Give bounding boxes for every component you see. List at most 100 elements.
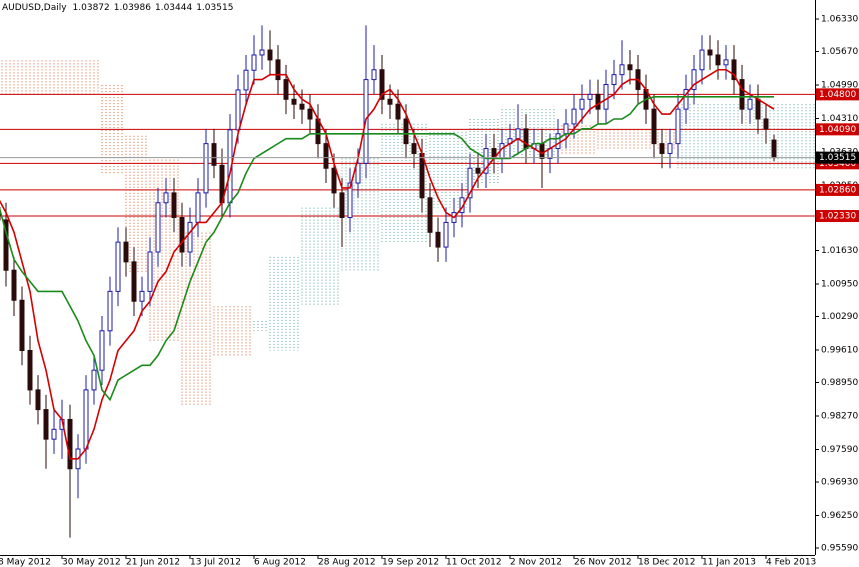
candle-body <box>203 143 209 194</box>
candle-body <box>299 103 305 110</box>
x-tick-label: 26 Nov 2012 <box>574 558 632 567</box>
x-tick-label: 11 Oct 2012 <box>446 558 502 567</box>
candle-body <box>595 93 601 110</box>
candle-body <box>435 231 441 248</box>
candle-body <box>187 221 193 253</box>
header-high: 1.03986 <box>114 3 151 13</box>
candle-body <box>675 108 681 145</box>
candle-body <box>691 69 697 90</box>
candle-body <box>211 143 217 166</box>
candle-body <box>99 330 105 371</box>
candle-body <box>715 54 721 66</box>
candle-body <box>723 59 729 66</box>
candle-body <box>3 219 9 271</box>
candle-body <box>155 202 161 253</box>
candle-body <box>259 49 265 56</box>
x-tick-label: 8 May 2012 <box>0 558 51 567</box>
candle-body <box>571 108 577 125</box>
candle-body <box>67 418 73 470</box>
y-tick-label: 1.01630 <box>821 246 858 256</box>
level-label: 1.04800 <box>819 90 856 100</box>
candle-body <box>35 389 41 411</box>
candle-body <box>771 139 777 159</box>
y-tick-label: 1.00950 <box>821 280 858 290</box>
candle-body <box>339 192 345 219</box>
candle-body <box>107 290 113 332</box>
y-tick-label: 0.96930 <box>821 478 858 488</box>
y-tick-label: 0.96250 <box>821 511 858 521</box>
candle-body <box>539 143 545 159</box>
candle-body <box>411 143 417 154</box>
x-tick-label: 28 Aug 2012 <box>318 558 376 567</box>
candle-body <box>347 182 353 219</box>
y-tick-label: 0.98270 <box>821 412 858 422</box>
candle-body <box>179 217 185 253</box>
candle-body <box>611 74 617 86</box>
x-tick-label: 4 Feb 2013 <box>766 558 816 567</box>
x-tick-label: 21 Jun 2012 <box>126 558 180 567</box>
candle-body <box>147 251 153 292</box>
candle-body <box>667 143 673 154</box>
candle-body <box>307 108 313 120</box>
level-label-box <box>816 88 859 101</box>
x-tick-label: 30 May 2012 <box>62 558 121 567</box>
candle-body <box>275 59 281 81</box>
candle-body <box>747 98 753 110</box>
candle-body <box>43 409 49 440</box>
candle-body <box>171 192 177 219</box>
candle-body <box>243 69 249 91</box>
candle-body <box>731 59 737 81</box>
plot-area <box>0 25 815 538</box>
x-tick-label: 13 Jul 2012 <box>190 558 241 567</box>
level-label-box <box>816 183 859 196</box>
candle-body <box>587 93 593 100</box>
y-tick-label: 0.97590 <box>821 445 858 455</box>
x-tick-label: 11 Jan 2013 <box>702 558 756 567</box>
candle-body <box>603 84 609 110</box>
header-close: 1.03515 <box>196 3 233 13</box>
candle-body <box>707 49 713 56</box>
candle-body <box>27 349 33 391</box>
y-tick-label: 1.06330 <box>821 15 858 25</box>
current-price-box <box>816 151 859 164</box>
chart-header: AUDUSD,Daily 1.03872 1.03986 1.03444 1.03515 <box>2 3 233 13</box>
level-label: 1.02860 <box>819 185 856 195</box>
candle-body <box>579 98 585 110</box>
candle-body <box>443 221 449 248</box>
candle-body <box>659 143 665 154</box>
x-tick-label: 2 Nov 2012 <box>510 558 562 567</box>
level-label-box <box>816 210 859 223</box>
candle-body <box>139 290 145 302</box>
candle-body <box>19 299 25 351</box>
axes: 1.063301.056701.049901.043101.036301.029… <box>0 15 859 567</box>
candle-body <box>283 79 289 100</box>
candle-body <box>755 98 761 120</box>
candle-body <box>467 167 473 199</box>
level-label-box <box>816 123 859 136</box>
x-tick-label: 6 Aug 2012 <box>254 558 306 567</box>
candle-body <box>267 49 273 61</box>
candle-body <box>475 167 481 174</box>
level-label: 1.03400 <box>819 159 856 169</box>
candle-body <box>555 133 561 150</box>
candle-body <box>651 108 657 145</box>
candle-body <box>355 162 361 184</box>
candle-body <box>763 118 769 130</box>
candle-body <box>11 269 17 301</box>
candle-body <box>387 98 393 105</box>
candle-body <box>483 148 489 174</box>
indicator-line <box>0 68 775 460</box>
candle-body <box>523 128 529 150</box>
candle-body <box>115 241 121 292</box>
candle-body <box>395 103 401 120</box>
y-tick-label: 0.98950 <box>821 378 858 388</box>
y-tick-label: 0.95590 <box>821 544 858 554</box>
y-tick-label: 1.00290 <box>821 312 858 322</box>
y-tick-label: 0.99610 <box>821 346 858 356</box>
candle-body <box>619 64 625 76</box>
candle-body <box>427 197 433 233</box>
candle-body <box>563 123 569 135</box>
header-low: 1.03444 <box>155 3 192 13</box>
candle-body <box>83 389 89 450</box>
